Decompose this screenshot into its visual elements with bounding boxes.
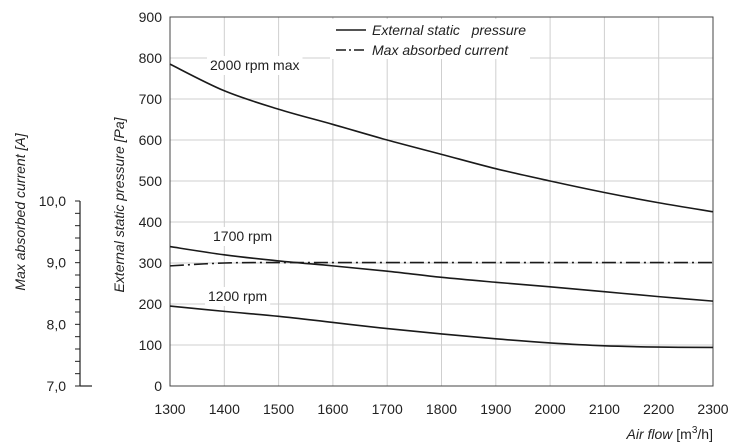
curve-label: 2000 rpm max: [210, 57, 299, 73]
x-tick-label: 1300: [154, 401, 185, 417]
x-axis-title: Air flow [m3/h]: [626, 425, 714, 442]
series-line-rpm: [169, 245, 714, 302]
series-group: [169, 63, 714, 349]
axes: 0 100 200 300 400 500 600 700 800 900 1300 1400 1500…: [12, 9, 729, 442]
curve-label-background: [207, 56, 303, 75]
x-tick-label: 2200: [643, 401, 674, 417]
curve-label-background: [210, 227, 276, 246]
curve-label: 1700 rpm: [213, 228, 272, 244]
plot-frame: [169, 16, 714, 387]
y-tick-label: 200: [139, 296, 163, 312]
legend-item-label: External static pressure: [372, 22, 526, 38]
y-tick-label: 700: [139, 91, 163, 107]
x-tick-label: 1500: [263, 401, 294, 417]
y2-tick-label: 9,0: [47, 255, 67, 271]
y-tick-label: 800: [139, 50, 163, 66]
x-tick-label: 1600: [317, 401, 348, 417]
x-tick-label: 2000: [535, 401, 566, 417]
y2-tick-label: 10,0: [39, 193, 66, 209]
y-tick-label: 400: [139, 214, 163, 230]
series-line-rpm: [169, 305, 714, 349]
y-tick-label: 300: [139, 255, 163, 271]
x-tick-label: 2100: [589, 401, 620, 417]
y-tick-label: 0: [154, 378, 162, 394]
y-tick-label: 500: [139, 173, 163, 189]
labels: 2000 rpm max 1700 rpm 1200 rpm: [205, 56, 303, 306]
x-tick-label: 2300: [697, 401, 728, 417]
y2-axis-title: Max absorbed current [A]: [12, 132, 28, 290]
legend-background: [330, 19, 530, 59]
x-tick-label: 1900: [480, 401, 511, 417]
y2-tick-label: 7,0: [47, 378, 67, 394]
legend: External static pressure Max absorbed cur…: [330, 19, 530, 59]
y2-tick-label: 8,0: [47, 316, 67, 332]
curve-label-background: [205, 287, 271, 306]
x-tick-label: 1800: [426, 401, 457, 417]
y-axis-title: External static pressure [Pa]: [111, 116, 127, 292]
curve-label: 1200 rpm: [208, 288, 267, 304]
series-line-rpm: [169, 63, 714, 213]
y-tick-label: 900: [139, 9, 163, 25]
series-line-max-current: [169, 261, 713, 267]
x-tick-label: 1700: [372, 401, 403, 417]
legend-item-label: Max absorbed current: [372, 42, 509, 58]
y-tick-label: 600: [139, 132, 163, 148]
x-tick-label: 1400: [209, 401, 240, 417]
y-tick-label: 100: [139, 337, 163, 353]
